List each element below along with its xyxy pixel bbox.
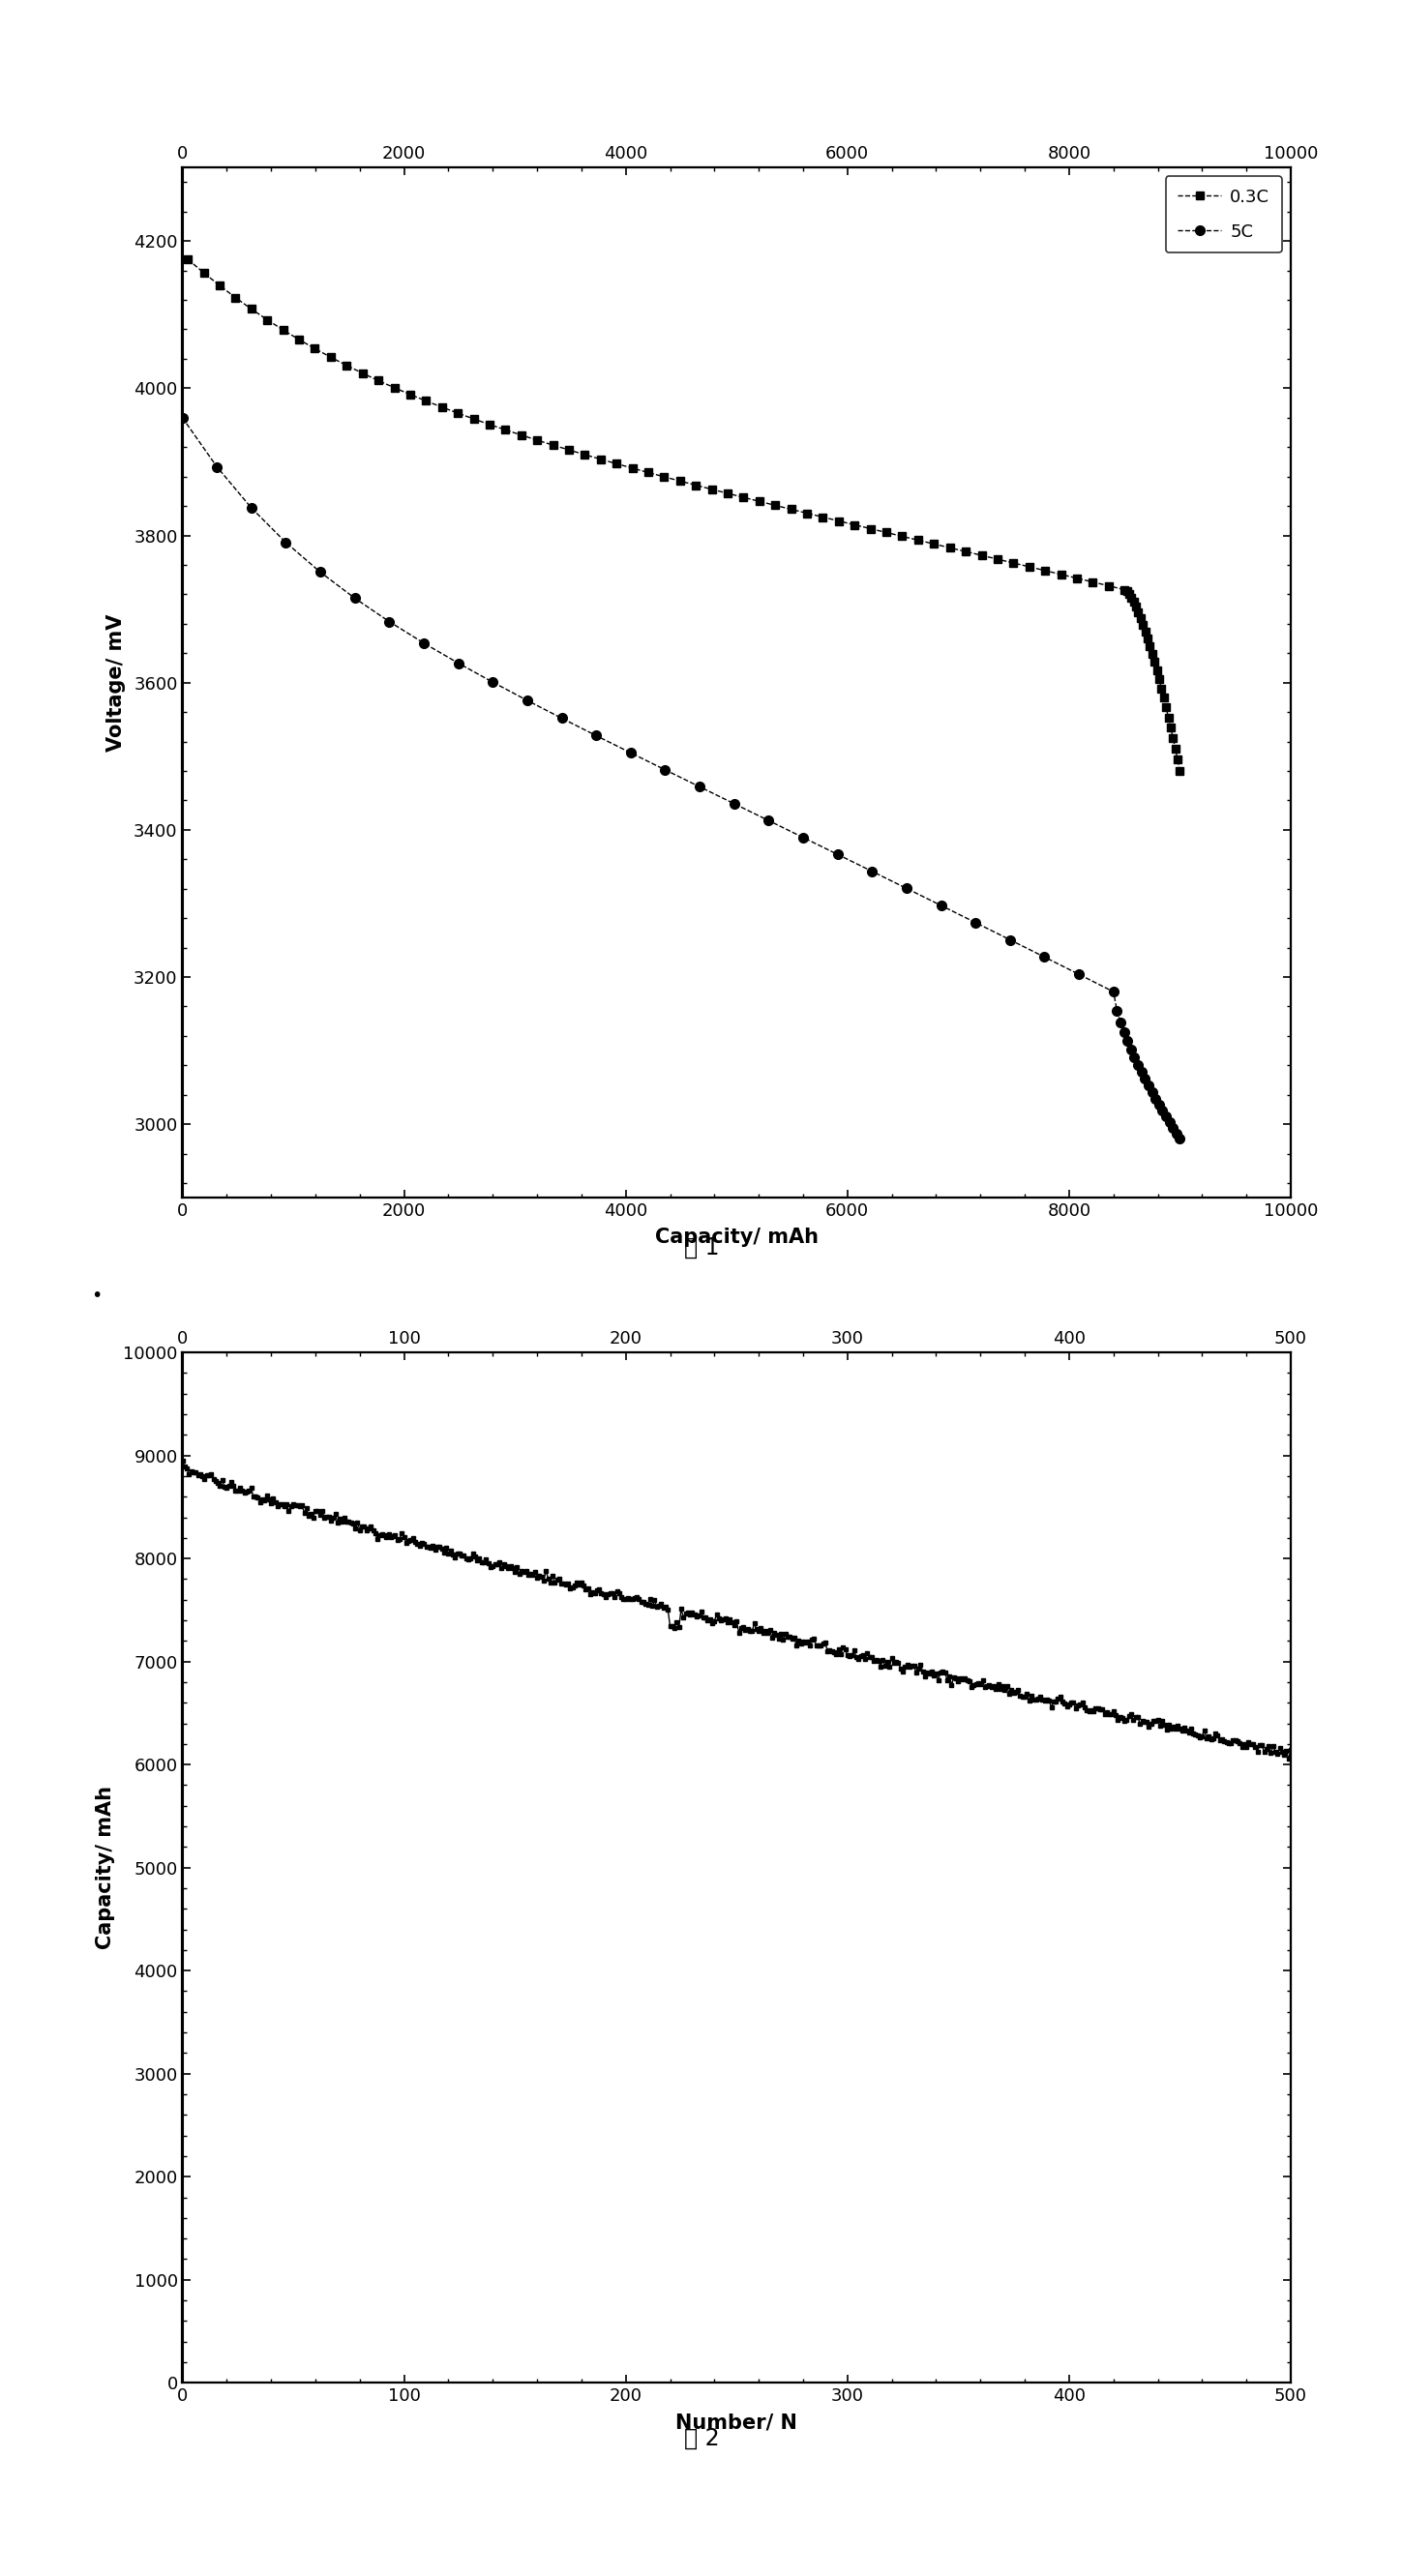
5C (692, 770, 709, 801)
5C (1157, 1100, 1174, 1131)
5C (380, 605, 397, 636)
5C (794, 822, 811, 853)
5C (1169, 1118, 1186, 1149)
0.3C (260, 304, 276, 335)
5C (1148, 1082, 1164, 1113)
5C (898, 873, 915, 904)
0.3C (195, 258, 212, 289)
5C (1070, 958, 1087, 989)
Text: 图 1: 图 1 (683, 1236, 720, 1260)
5C (174, 402, 191, 433)
5C (1035, 943, 1052, 974)
5C (864, 855, 881, 886)
5C (1113, 1007, 1129, 1038)
5C (519, 685, 536, 716)
Line: 5C: 5C (178, 412, 1184, 1144)
5C (1002, 925, 1019, 956)
5C (209, 451, 226, 482)
5C (967, 907, 984, 938)
5C (484, 667, 501, 698)
0.3C (1125, 587, 1142, 618)
5C (243, 492, 260, 523)
5C (1155, 1095, 1172, 1126)
X-axis label: Number/ N: Number/ N (676, 2414, 797, 2432)
Legend: 0.3C, 5C: 0.3C, 5C (1166, 175, 1282, 252)
5C (1141, 1069, 1157, 1100)
5C (1108, 994, 1125, 1025)
5C (1129, 1048, 1146, 1079)
5C (1120, 1025, 1136, 1056)
5C (1122, 1033, 1139, 1064)
5C (657, 755, 673, 786)
5C (1127, 1041, 1143, 1072)
5C (1134, 1056, 1150, 1087)
5C (450, 647, 467, 677)
0.3C (767, 489, 784, 520)
Y-axis label: Voltage/ mV: Voltage/ mV (107, 613, 126, 752)
5C (553, 703, 570, 734)
5C (1172, 1123, 1188, 1154)
5C (347, 582, 363, 613)
5C (725, 788, 742, 819)
5C (588, 721, 605, 752)
Text: 图 2: 图 2 (683, 2427, 720, 2450)
5C (1106, 976, 1122, 1007)
0.3C (1135, 608, 1152, 639)
0.3C (831, 505, 847, 536)
Y-axis label: Capacity/ mAh: Capacity/ mAh (95, 1785, 115, 1950)
5C (1115, 1018, 1132, 1048)
5C (1162, 1108, 1179, 1139)
0.3C (1172, 755, 1188, 786)
5C (278, 528, 295, 559)
5C (829, 840, 846, 871)
5C (415, 629, 432, 659)
5C (1150, 1090, 1167, 1121)
Text: •: • (91, 1285, 102, 1306)
5C (623, 737, 640, 768)
5C (933, 889, 950, 920)
5C (1136, 1064, 1153, 1095)
5C (1164, 1113, 1181, 1144)
0.3C (180, 245, 196, 276)
Line: 0.3C: 0.3C (184, 255, 1184, 775)
5C (760, 806, 777, 837)
5C (1143, 1077, 1160, 1108)
5C (311, 556, 328, 587)
X-axis label: Capacity/ mAh: Capacity/ mAh (655, 1229, 818, 1247)
